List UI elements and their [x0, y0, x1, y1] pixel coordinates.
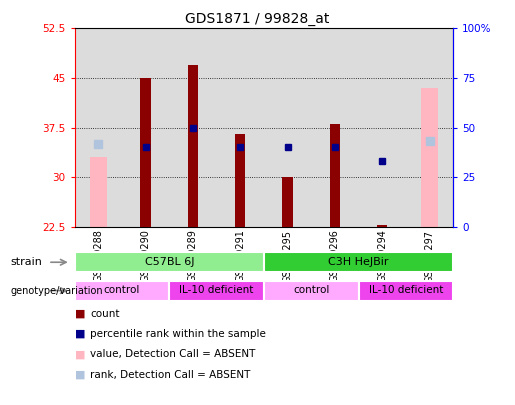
- Text: rank, Detection Call = ABSENT: rank, Detection Call = ABSENT: [90, 370, 250, 379]
- Text: percentile rank within the sample: percentile rank within the sample: [90, 329, 266, 339]
- Text: C57BL 6J: C57BL 6J: [145, 257, 194, 267]
- Bar: [421, 88, 438, 227]
- Text: ■: ■: [75, 350, 85, 359]
- Text: GDS1871 / 99828_at: GDS1871 / 99828_at: [185, 12, 330, 26]
- Text: genotype/variation: genotype/variation: [10, 286, 103, 296]
- Bar: [188, 65, 198, 227]
- Bar: [169, 281, 264, 301]
- Text: control: control: [293, 285, 330, 295]
- Bar: [377, 226, 387, 227]
- Bar: [264, 252, 453, 272]
- Bar: [75, 252, 264, 272]
- Bar: [90, 158, 107, 227]
- Bar: [358, 281, 453, 301]
- Text: ■: ■: [75, 370, 85, 379]
- Bar: [235, 134, 246, 227]
- Text: C3H HeJBir: C3H HeJBir: [329, 257, 389, 267]
- Bar: [75, 281, 169, 301]
- Bar: [282, 177, 293, 227]
- Text: control: control: [104, 285, 140, 295]
- Bar: [264, 281, 358, 301]
- Text: IL-10 deficient: IL-10 deficient: [179, 285, 254, 295]
- Bar: [330, 124, 340, 227]
- Text: count: count: [90, 309, 119, 319]
- Text: ■: ■: [75, 309, 85, 319]
- Text: ■: ■: [75, 329, 85, 339]
- Text: value, Detection Call = ABSENT: value, Detection Call = ABSENT: [90, 350, 255, 359]
- Text: IL-10 deficient: IL-10 deficient: [369, 285, 443, 295]
- Bar: [141, 78, 151, 227]
- Text: strain: strain: [10, 257, 42, 267]
